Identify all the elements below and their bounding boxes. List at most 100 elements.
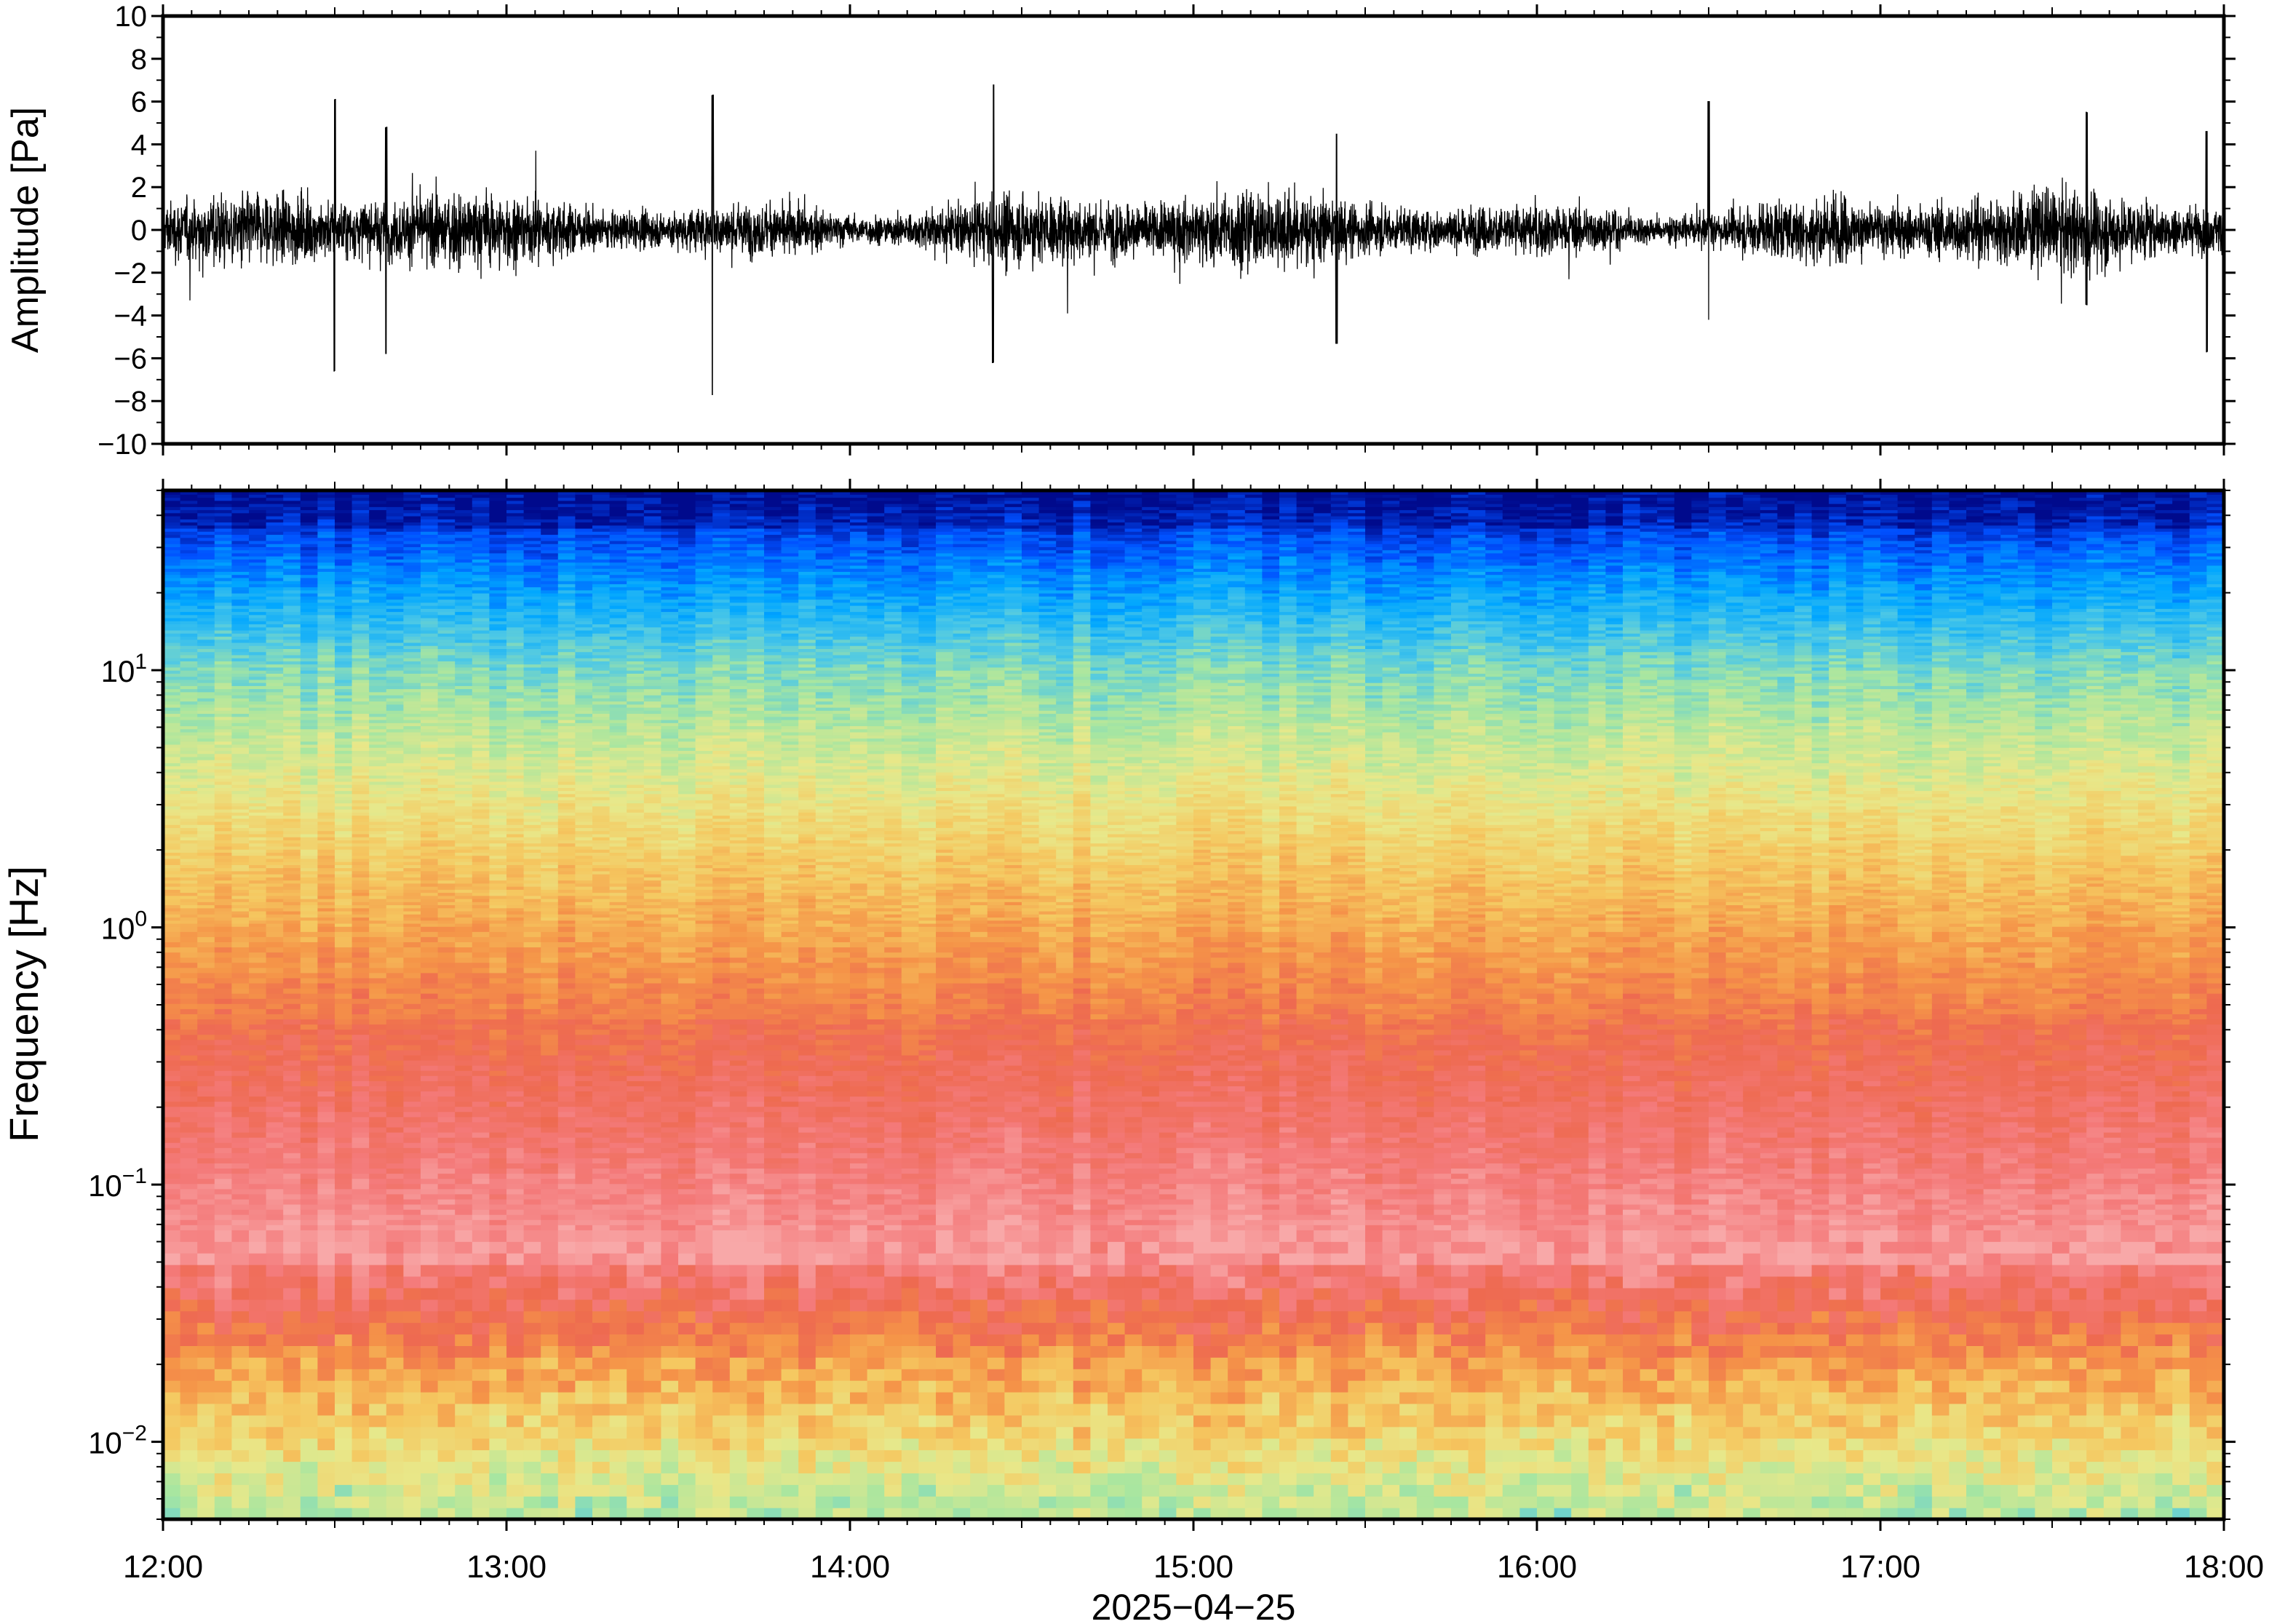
spectrogram-cell [455,800,472,803]
spectrogram-cell [386,868,404,872]
spectrogram-cell [317,1045,335,1051]
spectrogram-cell [215,772,232,776]
spectrogram-cell [489,1241,506,1254]
spectrogram-cell [352,738,370,741]
spectrogram-cell [249,596,266,600]
spectrogram-cell [266,1137,284,1143]
spectrogram-cell [386,587,404,591]
spectrogram-cell [352,874,370,877]
spectrogram-cell [163,920,180,924]
spectrogram-cell [231,1194,249,1200]
spectrogram-cell [369,754,386,757]
spectrogram-cell [266,593,284,597]
spectrogram-cell [249,896,266,899]
spectrogram-cell [352,605,370,609]
spectrogram-cell [455,821,472,825]
spectrogram-cell [163,652,180,656]
spectrogram-cell [197,1122,215,1128]
spectrogram-cell [197,1045,215,1051]
spectrogram-cell [438,1230,456,1242]
spectrogram-cell [231,1241,249,1254]
spectrogram-cell [352,794,370,797]
spectrogram-cell [489,1473,506,1485]
spectrogram-cell [317,1288,335,1300]
spectrogram-cell [352,819,370,822]
spectrogram-cell [335,1045,352,1051]
spectrogram-cell [197,920,215,924]
spectrogram-cell [438,914,456,918]
spectrogram-cell [335,685,352,689]
spectrogram-cell [197,1461,215,1473]
spectrogram-cell [403,1209,421,1215]
spectrogram-cell [231,559,249,562]
spectrogram-cell [386,899,404,902]
spectrogram-cell [301,720,318,723]
spectrogram-cell [421,624,438,627]
spectrogram-cell [403,1008,421,1014]
spectrogram-cell [335,917,352,920]
spectrogram-cell [317,513,335,517]
spectrogram-cell [163,494,180,498]
spectrogram-cell [369,1461,386,1473]
spectrogram-cell [163,893,180,896]
spectrogram-cell [197,1080,215,1086]
spectrogram-cell [455,501,472,504]
spectrogram-cell [352,1204,370,1210]
spectrogram-cell [455,707,472,711]
spectrogram-cell [386,772,404,776]
spectrogram-cell [455,1473,472,1485]
spectrogram-cell [506,698,524,701]
spectrogram-cell [249,565,266,569]
spectrogram-cell [301,958,318,963]
spectrogram-cell [335,747,352,751]
spectrogram-cell [369,896,386,899]
spectrogram-cell [403,522,421,525]
spectrogram-cell [335,1334,352,1346]
spectrogram-cell [489,1230,506,1242]
spectrogram-cell [283,664,301,668]
spectrogram-cell [283,1225,301,1230]
spectrogram-cell [301,794,318,797]
spectrogram-cell [335,1075,352,1081]
spectrogram-cell [197,1137,215,1143]
spectrogram-cell [472,729,490,733]
spectrogram-cell [215,640,232,643]
spectrogram-cell [489,538,506,541]
spectrogram-cell [524,1288,541,1300]
spectrogram-cell [386,1065,404,1071]
spectrogram-cell [266,861,284,865]
spectrogram-cell [249,819,266,822]
spectrogram-cell [249,744,266,748]
spectrogram-cell [180,1189,198,1195]
spectrogram-cell [266,819,284,822]
spectrogram-cell [197,1427,215,1439]
spectrogram-cell [163,1132,180,1138]
spectrogram-cell [352,600,370,603]
spectrogram-cell [266,911,284,915]
spectrogram-cell [249,704,266,708]
spectrogram-cell [455,983,472,989]
spectrogram-cell [301,1008,318,1014]
spectrogram-cell [163,1142,180,1148]
spectrogram-cell [438,843,456,847]
spectrogram-cell [249,831,266,835]
spectrogram-cell [215,834,232,837]
spectrogram-cell [489,661,506,664]
spectrogram-cell [231,525,249,529]
spectrogram-cell [266,1065,284,1071]
spectrogram-cell [489,840,506,843]
spectrogram-cell [455,1070,472,1076]
spectrogram-cell [386,834,404,837]
spectrogram-cell [215,750,232,754]
spectrogram-cell [438,605,456,609]
spectrogram-cell [163,692,180,696]
spectrogram-cell [283,1184,301,1190]
spectrogram-cell [472,590,490,594]
spectrogram-cell [301,630,318,634]
spectrogram-cell [283,658,301,661]
spectrogram-cell [180,645,198,649]
spectrogram-cell [506,1334,524,1346]
spectrogram-cell [472,917,490,920]
spectrogram-cell [180,958,198,963]
spectrogram-cell [506,864,524,868]
